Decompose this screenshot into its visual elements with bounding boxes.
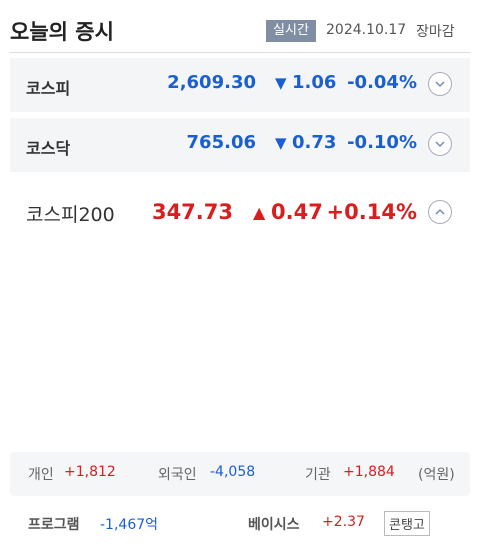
toggle-button[interactable]: [428, 200, 452, 224]
investor-value: -4,058: [210, 464, 256, 480]
change-rate: -0.04%: [347, 72, 417, 93]
change-value: 0.73: [292, 132, 337, 153]
investor-box: 개인 +1,812 외국인 -4,058 기관 +1,884 (억원): [10, 452, 470, 496]
investor-label: 외국인: [158, 467, 197, 483]
status: 장마감: [416, 24, 455, 40]
index-row: 코스피200 347.73 ▲ 0.47 +0.14%: [10, 186, 470, 240]
toggle-button[interactable]: 348.99348.29347.60346.90346.2010:0012:00…: [428, 72, 452, 96]
change-rate: +0.14%: [326, 200, 417, 224]
program-label: 프로그램: [28, 517, 80, 533]
investor-value: +1,812: [64, 464, 116, 480]
investor-label: 기관: [305, 467, 331, 483]
program-value: -1,467억: [100, 517, 159, 533]
index-row: 코스닥 765.06 ▼ 0.73 -0.10%: [10, 118, 470, 172]
change-arrow: ▼: [275, 74, 287, 92]
toggle-button[interactable]: [428, 132, 452, 156]
index-name: 코스피: [26, 79, 71, 98]
change-value: 0.47: [271, 200, 323, 224]
unit: (억원): [418, 467, 455, 483]
index-row: 코스피 2,609.30 ▼ 1.06 -0.04% 348.99348.29347.60…: [10, 58, 470, 112]
change-rate: -0.10%: [347, 132, 417, 153]
basis-state: 콘탱고: [384, 511, 430, 536]
index-value: 347.73: [151, 200, 233, 224]
basis-label: 베이시스: [248, 517, 300, 533]
investor-label: 개인: [28, 467, 54, 483]
divider: [10, 52, 470, 53]
change-arrow: ▼: [275, 134, 287, 152]
investor-value: +1,884: [343, 464, 395, 480]
badge: 실시간: [266, 20, 316, 42]
index-name: 코스피200: [26, 204, 115, 226]
index-name: 코스닥: [26, 139, 71, 158]
index-value: 2,609.30: [167, 72, 256, 93]
basis-value: +2.37: [322, 514, 365, 530]
index-value: 765.06: [186, 132, 256, 153]
change-value: 1.06: [292, 72, 337, 93]
title: 오늘의 증시: [10, 20, 114, 44]
change-arrow: ▲: [253, 203, 266, 222]
chart: [0, 235, 480, 435]
date: 2024.10.17: [326, 22, 407, 38]
